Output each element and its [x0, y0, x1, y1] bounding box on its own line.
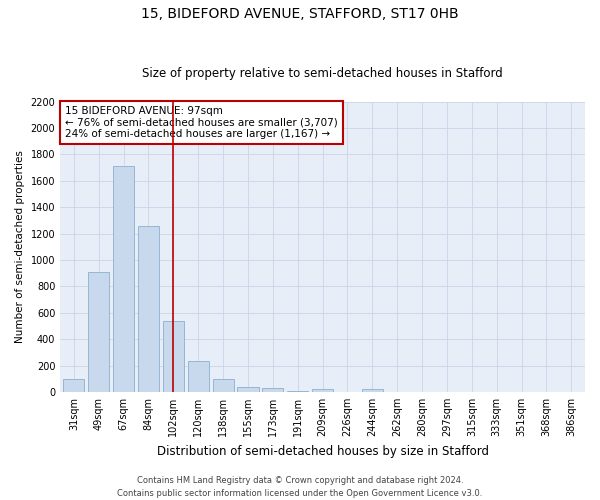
- Bar: [88, 272, 109, 392]
- Bar: [362, 390, 383, 392]
- Bar: [188, 361, 209, 392]
- Bar: [287, 390, 308, 392]
- Bar: [262, 388, 283, 392]
- Bar: [238, 386, 259, 392]
- Text: Contains HM Land Registry data © Crown copyright and database right 2024.
Contai: Contains HM Land Registry data © Crown c…: [118, 476, 482, 498]
- Bar: [312, 390, 333, 392]
- Bar: [63, 378, 85, 392]
- Text: 15, BIDEFORD AVENUE, STAFFORD, ST17 0HB: 15, BIDEFORD AVENUE, STAFFORD, ST17 0HB: [141, 8, 459, 22]
- Bar: [212, 378, 233, 392]
- Text: 15 BIDEFORD AVENUE: 97sqm
← 76% of semi-detached houses are smaller (3,707)
24% : 15 BIDEFORD AVENUE: 97sqm ← 76% of semi-…: [65, 106, 338, 139]
- Bar: [113, 166, 134, 392]
- Title: Size of property relative to semi-detached houses in Stafford: Size of property relative to semi-detach…: [142, 66, 503, 80]
- X-axis label: Distribution of semi-detached houses by size in Stafford: Distribution of semi-detached houses by …: [157, 444, 488, 458]
- Bar: [138, 226, 159, 392]
- Y-axis label: Number of semi-detached properties: Number of semi-detached properties: [15, 150, 25, 343]
- Bar: [163, 320, 184, 392]
